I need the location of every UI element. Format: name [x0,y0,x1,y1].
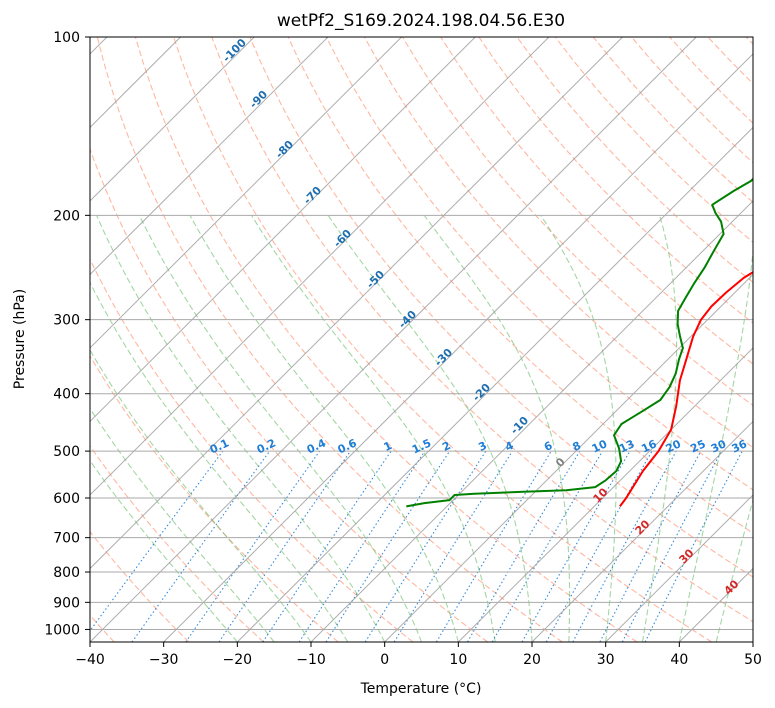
y-tick-label: 700 [53,531,80,547]
background-lines [90,37,753,642]
chart-title: wetPf2_S169.2024.198.04.56.E30 [277,11,565,31]
isotherm-line [384,273,753,642]
mixing-ratio-line [298,450,426,642]
x-tick-label: 40 [670,652,688,668]
moist-adiabat-line [251,215,496,642]
x-tick-label: −30 [149,652,179,668]
isotherm-line [90,37,623,570]
y-tick-label: 300 [53,313,80,329]
isotherm-line [90,37,329,276]
moist-adiabat-line [96,215,386,642]
dry-adiabat-line [516,37,753,284]
y-tick-label: 1000 [44,622,80,638]
dewpoint-profile-line [406,177,753,508]
x-tick-label: −20 [223,652,253,668]
mixing-ratio-label: 16 [639,437,659,455]
moist-adiabat-line [678,245,753,642]
mixing-ratio-line [521,450,631,642]
temperature-profile-line [619,270,753,507]
dry-adiabat-line [440,37,753,365]
x-tick-label: 10 [449,652,467,668]
isotherm-line [605,494,753,642]
mixing-ratio-line [90,450,224,632]
mixing-ratio-line [644,450,743,642]
dry-adiabat-line [90,147,488,642]
moist-adiabat-line [715,497,753,642]
dry-adiabat-line [211,37,753,623]
mixing-ratio-line [393,450,513,642]
x-tick-label: 0 [380,652,389,668]
dry-adiabat-line [90,444,264,642]
y-tick-label: 800 [53,565,80,581]
dry-adiabat-line [134,37,638,642]
x-tick-label: 50 [744,652,762,668]
mixing-ratio-line [572,450,677,642]
mixing-ratio-label: 20 [664,437,684,455]
y-tick-label: 500 [53,444,80,460]
dry-adiabat-line [90,530,190,642]
moist-adiabat-line [641,215,678,642]
x-tick-label: −10 [296,652,326,668]
mixing-ratio-label: 30 [709,437,729,455]
y-axis-title: Pressure (hPa) [12,289,28,389]
mixing-ratio-line [262,450,392,642]
plot-frame [89,36,754,643]
isotherm-line [90,37,697,642]
profile-lines [406,177,753,508]
mixing-ratio-label: 36 [730,437,750,455]
mixing-ratio-label: 10 [590,437,610,455]
dry-adiabat-line [96,37,563,642]
x-tick-label: 30 [597,652,615,668]
y-tick-label: 200 [53,208,80,224]
moist-adiabat-line [327,214,533,642]
isotherm-line [163,53,753,642]
isotherm-line [90,37,476,423]
isotherm-line [90,37,550,496]
axes: −40 −30 −20 −10 0 10 20 30 40 50 100 200 300 400 500 60… [44,30,762,668]
mixing-ratio-label: 25 [688,437,707,455]
moist-adiabat-line [90,281,349,642]
x-tick-label: −40 [75,652,105,668]
dry-adiabat-line [402,37,753,407]
dry-adiabat-line [90,355,339,642]
moist-adiabat-line [90,349,312,642]
dry-adiabat-line [325,37,753,491]
isotherm-line [90,37,255,202]
isotherm-line [457,347,753,642]
y-tick-label: 900 [53,595,80,611]
moist-adiabat-line [138,215,423,642]
moist-adiabat-line [90,459,238,642]
x-tick-label: 20 [523,652,541,668]
mixing-ratio-line [325,450,451,642]
mixing-ratio-line [131,450,271,642]
isotherm-line [90,37,402,349]
mixing-ratio-label: 13 [617,437,636,455]
moist-adiabat-line [540,214,617,642]
moist-adiabat-line [189,215,459,642]
isotherm-line [531,420,753,642]
mixing-ratio-line [185,450,321,642]
x-axis-title: Temperature (°C) [360,681,482,697]
mixing-ratio-line [218,450,351,642]
dry-adiabat-line [249,37,753,578]
isotherm-line [236,126,753,642]
mixing-ratio-line [364,450,487,642]
y-tick-label: 600 [53,491,80,507]
y-tick-label: 100 [53,30,80,46]
isotherm-line [310,200,753,642]
y-tick-label: 400 [53,387,80,403]
